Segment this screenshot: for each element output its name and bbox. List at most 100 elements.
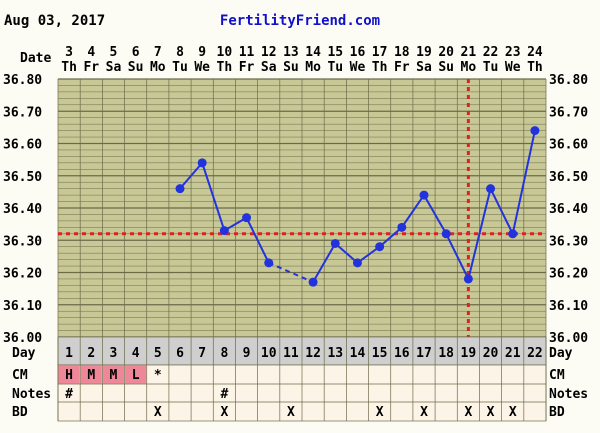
- row-label-right: Day: [549, 346, 573, 361]
- temp-point: [242, 213, 252, 223]
- cycle-day-label: 9: [243, 346, 251, 361]
- cycle-day-label: 6: [176, 346, 184, 361]
- temp-line: [378, 226, 403, 248]
- date-label: 18: [394, 45, 410, 60]
- cycle-day-label: 19: [461, 346, 477, 361]
- cm-value: L: [132, 368, 140, 383]
- temp-point: [530, 126, 540, 136]
- row-label-left: Day: [12, 346, 36, 361]
- date-label: 17: [372, 45, 388, 60]
- temp-line: [489, 188, 514, 235]
- date-label: 13: [283, 45, 299, 60]
- temp-line: [312, 242, 337, 283]
- date-label: 23: [505, 45, 521, 60]
- date-label: 10: [217, 45, 233, 60]
- temp-point: [197, 158, 207, 168]
- cm-cell-highlight: [80, 365, 102, 384]
- weekday-label: Su: [128, 60, 144, 75]
- chart-marks: [58, 79, 546, 337]
- cm-value: M: [87, 368, 95, 383]
- row-label-left: Notes: [12, 387, 51, 402]
- temp-point: [219, 226, 229, 236]
- weekday-label: Tu: [327, 60, 343, 75]
- bd-marker: X: [376, 405, 384, 420]
- temp-line: [334, 242, 359, 264]
- cycle-day-label: 2: [87, 346, 95, 361]
- bd-marker: X: [287, 405, 295, 420]
- temp-line: [445, 233, 470, 280]
- weekday-label: Su: [438, 60, 454, 75]
- weekday-label: Tu: [483, 60, 499, 75]
- y-tick-label-left: 36.10: [3, 299, 42, 314]
- y-tick-label-left: 36.80: [3, 73, 42, 88]
- y-tick-label-right: 36.30: [549, 234, 588, 249]
- temp-point: [441, 229, 451, 239]
- cm-cell-highlight: [102, 365, 125, 384]
- cycle-day-label: 16: [394, 346, 410, 361]
- y-tick-label-left: 36.70: [3, 105, 42, 120]
- temp-point: [330, 238, 340, 248]
- date-label: 3: [65, 45, 73, 60]
- temp-point: [264, 258, 274, 268]
- bd-marker: X: [220, 405, 228, 420]
- temp-line: [400, 194, 425, 228]
- date-label: 5: [110, 45, 118, 60]
- temp-line: [467, 188, 492, 280]
- y-tick-label-right: 36.70: [549, 105, 588, 120]
- cycle-day-label: 7: [198, 346, 206, 361]
- temp-line: [179, 162, 203, 190]
- temp-line-gap: [268, 261, 314, 284]
- y-tick-label-right: 36.10: [549, 299, 588, 314]
- row-label-right: CM: [549, 368, 565, 383]
- temp-point: [419, 190, 429, 200]
- weekday-label: Sa: [416, 60, 432, 75]
- weekday-label: Sa: [261, 60, 277, 75]
- weekday-label: Tu: [172, 60, 188, 75]
- cycle-day-label: 18: [438, 346, 454, 361]
- cycle-day-label: 22: [527, 346, 543, 361]
- cm-value: *: [154, 368, 162, 383]
- chart-rows: [57, 336, 547, 422]
- bd-marker: X: [509, 405, 517, 420]
- bd-marker: X: [487, 405, 495, 420]
- cm-value: H: [65, 368, 73, 383]
- y-tick-label-right: 36.00: [549, 331, 588, 346]
- weekday-label: Fr: [83, 60, 99, 75]
- cycle-day-label: 20: [483, 346, 499, 361]
- temp-point: [463, 274, 473, 284]
- date-row-label: Date: [20, 51, 51, 66]
- weekday-label: Th: [217, 60, 233, 75]
- cm-cell-highlight: [58, 365, 80, 384]
- date-label: 8: [176, 45, 184, 60]
- date-label: 7: [154, 45, 162, 60]
- bd-marker: X: [154, 405, 162, 420]
- date-label: 15: [327, 45, 343, 60]
- date-label: 11: [239, 45, 255, 60]
- date-label: 21: [461, 45, 477, 60]
- weekday-label: We: [194, 60, 210, 75]
- date-label: 14: [305, 45, 321, 60]
- weekday-label: Fr: [239, 60, 255, 75]
- cycle-day-label: 10: [261, 346, 277, 361]
- bd-marker: X: [420, 405, 428, 420]
- y-tick-label-left: 36.40: [3, 202, 42, 217]
- notes-marker: #: [220, 387, 228, 402]
- date-label: 9: [198, 45, 206, 60]
- y-tick-label-left: 36.50: [3, 170, 42, 185]
- y-tick-label-right: 36.60: [549, 138, 588, 153]
- y-tick-label-right: 36.20: [549, 267, 588, 282]
- temp-point: [397, 222, 407, 232]
- cycle-day-label: 1: [65, 346, 73, 361]
- temp-line: [423, 194, 448, 235]
- temp-line: [356, 245, 381, 264]
- date-label: 4: [87, 45, 95, 60]
- cm-value: M: [110, 368, 118, 383]
- temp-point: [375, 242, 385, 252]
- y-tick-label-left: 36.00: [3, 331, 42, 346]
- temp-line: [201, 162, 226, 231]
- date-label: 20: [438, 45, 454, 60]
- date-label: 24: [527, 45, 543, 60]
- chart-grid: [57, 78, 547, 421]
- weekday-label: Mo: [150, 60, 166, 75]
